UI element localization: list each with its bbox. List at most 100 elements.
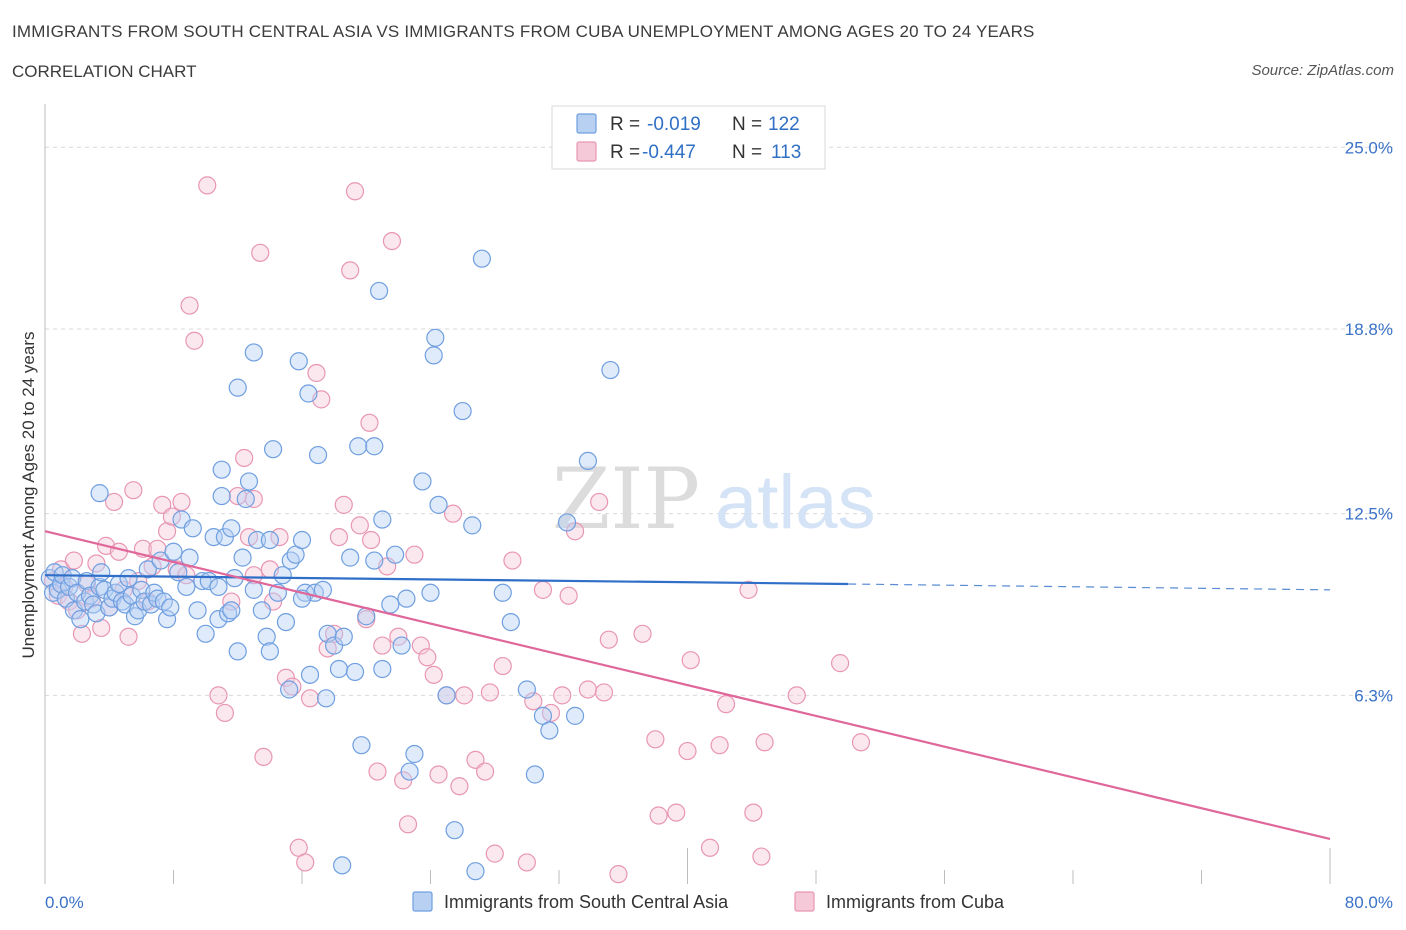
data-point-south-central-asia	[157, 610, 177, 629]
data-point-south-central-asia	[260, 530, 279, 550]
data-point-south-central-asia	[308, 445, 328, 465]
data-point-cuba	[429, 765, 448, 784]
data-point-cuba	[678, 741, 697, 761]
data-point-cuba	[215, 703, 234, 723]
data-point-cuba	[382, 231, 402, 251]
data-point-south-central-asia	[260, 642, 279, 661]
data-point-south-central-asia	[71, 610, 90, 629]
data-point-south-central-asia	[292, 530, 312, 550]
data-point-cuba	[646, 730, 665, 749]
watermark-atlas: atlas	[715, 460, 876, 545]
data-point-south-central-asia	[578, 451, 598, 470]
trendline-south-central-asia-extension	[848, 583, 1331, 591]
data-point-south-central-asia	[557, 513, 577, 532]
data-point-south-central-asia	[239, 472, 259, 491]
y-axis-title: Unemployment Among Ages 20 to 24 years	[19, 332, 38, 659]
y-tick-label: 12.5%	[1345, 505, 1393, 524]
data-point-south-central-asia	[365, 551, 384, 570]
data-point-south-central-asia	[247, 530, 267, 550]
data-point-cuba	[681, 651, 700, 670]
data-point-south-central-asia	[345, 662, 365, 682]
data-point-south-central-asia	[138, 560, 157, 579]
data-point-cuba	[329, 527, 349, 547]
data-point-cuba	[755, 733, 774, 752]
data-point-cuba	[92, 618, 111, 638]
data-point-south-central-asia	[493, 583, 512, 602]
data-point-south-central-asia	[525, 765, 545, 784]
data-point-south-central-asia	[125, 607, 145, 626]
y-tick-labels: 25.0% 18.8% 12.5% 6.3%	[1345, 138, 1393, 705]
data-point-cuba	[398, 815, 418, 834]
data-point-south-central-asia	[397, 589, 416, 608]
data-point-south-central-asia	[373, 510, 392, 529]
data-point-cuba	[283, 677, 302, 696]
data-point-south-central-asia	[92, 563, 111, 582]
data-point-cuba	[307, 363, 326, 383]
data-point-south-central-asia	[426, 328, 445, 347]
data-point-south-central-asia	[228, 642, 247, 661]
data-point-south-central-asia	[300, 665, 320, 684]
data-point-south-central-asia	[263, 440, 283, 459]
data-point-cuba	[609, 865, 628, 884]
data-point-south-central-asia	[413, 472, 432, 491]
data-point-south-central-asia	[183, 519, 202, 538]
data-point-cuba	[503, 551, 522, 570]
data-point-south-central-asia	[228, 378, 247, 397]
data-point-south-central-asia	[63, 569, 82, 588]
data-point-cuba	[411, 636, 430, 655]
data-point-south-central-asia	[349, 437, 368, 456]
data-point-south-central-asia	[392, 636, 411, 655]
data-point-south-central-asia	[437, 686, 456, 705]
data-point-south-central-asia	[212, 460, 231, 479]
x-tick-label-max: 80.0%	[1345, 893, 1393, 912]
data-point-cuba	[559, 586, 578, 605]
data-point-south-central-asia	[333, 856, 352, 875]
bottom-legend-swatch-cuba	[794, 891, 815, 912]
data-point-cuba	[172, 492, 191, 512]
bottom-legend-label-south-central-asia: Immigrants from South Central Asia	[444, 892, 729, 912]
legend-r-label-1: R =	[610, 114, 640, 135]
source-label: Source: ZipAtlas.com	[1251, 62, 1394, 79]
data-point-cuba	[533, 580, 553, 599]
data-point-cuba	[341, 261, 360, 280]
data-point-south-central-asia	[565, 706, 585, 725]
data-point-cuba	[578, 680, 598, 699]
data-point-south-central-asia	[273, 566, 292, 585]
data-point-cuba	[361, 530, 381, 550]
data-point-south-central-asia	[329, 659, 349, 679]
data-point-cuba	[649, 806, 668, 825]
data-point-south-central-asia	[257, 627, 276, 646]
y-tick-label: 18.8%	[1345, 320, 1393, 339]
data-point-south-central-asia	[244, 580, 263, 599]
data-point-south-central-asia	[453, 401, 472, 421]
data-point-cuba	[450, 777, 469, 796]
data-point-south-central-asia	[365, 437, 384, 456]
watermark-zip: ZIP	[552, 450, 700, 548]
series-south-central-asia-points	[40, 249, 620, 881]
data-point-south-central-asia	[177, 577, 196, 597]
trendline-cuba	[44, 530, 1331, 841]
data-point-south-central-asia	[373, 659, 392, 679]
legend-r-value-1: -0.019	[647, 114, 701, 135]
data-point-south-central-asia	[316, 689, 336, 708]
data-point-south-central-asia	[280, 680, 299, 699]
data-point-south-central-asia	[501, 612, 520, 632]
data-point-south-central-asia	[381, 595, 400, 614]
data-point-cuba	[424, 665, 443, 684]
data-point-south-central-asia	[161, 598, 180, 617]
data-point-cuba	[787, 686, 806, 705]
data-point-cuba	[296, 853, 315, 872]
data-point-south-central-asia	[445, 821, 464, 840]
legend-n-value-1: 122	[768, 114, 800, 135]
data-point-south-central-asia	[405, 744, 424, 764]
legend-swatch-south-central-asia	[576, 113, 597, 134]
data-point-cuba	[360, 413, 379, 432]
data-point-cuba	[443, 504, 463, 523]
y-tick-label: 25.0%	[1345, 138, 1393, 157]
data-point-south-central-asia	[219, 604, 238, 623]
data-point-cuba	[119, 627, 138, 646]
data-point-south-central-asia	[233, 548, 252, 567]
data-point-cuba	[752, 847, 771, 866]
data-point-south-central-asia	[90, 577, 109, 597]
